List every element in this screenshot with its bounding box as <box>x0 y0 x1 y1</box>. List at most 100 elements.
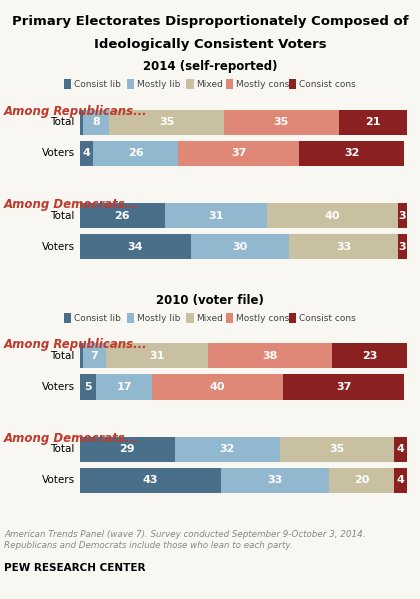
Text: 43: 43 <box>142 476 158 485</box>
Text: Voters: Voters <box>42 149 75 158</box>
Bar <box>83 110 109 135</box>
Bar <box>280 437 394 462</box>
Text: Among Republicans...: Among Republicans... <box>4 338 148 352</box>
Bar <box>299 141 404 166</box>
Bar <box>226 313 233 323</box>
Text: Mostly lib: Mostly lib <box>137 313 181 323</box>
Text: 33: 33 <box>336 242 351 252</box>
Text: 26: 26 <box>128 149 143 158</box>
Text: Total: Total <box>50 117 75 127</box>
Text: Voters: Voters <box>42 476 75 485</box>
Text: Primary Electorates Disproportionately Composed of: Primary Electorates Disproportionately C… <box>12 15 408 28</box>
Bar <box>64 80 71 89</box>
Text: 3: 3 <box>399 211 406 220</box>
Bar <box>332 343 407 368</box>
Bar <box>394 468 407 493</box>
Text: 17: 17 <box>116 382 132 392</box>
Text: PEW RESEARCH CENTER: PEW RESEARCH CENTER <box>4 563 146 573</box>
Bar <box>220 468 329 493</box>
Text: Total: Total <box>50 211 75 220</box>
Bar <box>329 468 394 493</box>
Text: 31: 31 <box>149 351 165 361</box>
Text: 35: 35 <box>329 444 344 454</box>
Text: Consist cons: Consist cons <box>299 313 356 323</box>
Text: American Trends Panel (wave 7). Survey conducted September 9-October 3, 2014.
Re: American Trends Panel (wave 7). Survey c… <box>4 530 366 549</box>
Bar <box>80 468 220 493</box>
Bar <box>267 203 398 228</box>
Text: 2010 (voter file): 2010 (voter file) <box>156 294 264 307</box>
Text: 38: 38 <box>262 351 278 361</box>
Bar <box>224 110 339 135</box>
Bar <box>80 374 96 400</box>
Text: 23: 23 <box>362 351 378 361</box>
Bar <box>289 313 296 323</box>
Bar <box>175 437 280 462</box>
Text: Among Republicans...: Among Republicans... <box>4 105 148 118</box>
Text: 37: 37 <box>336 382 351 392</box>
Bar <box>186 313 194 323</box>
Text: 20: 20 <box>354 476 369 485</box>
Text: 21: 21 <box>365 117 381 127</box>
Text: 40: 40 <box>210 382 225 392</box>
Bar <box>186 80 194 89</box>
Text: 4: 4 <box>82 149 90 158</box>
Bar <box>394 437 407 462</box>
Bar <box>96 374 152 400</box>
Text: 30: 30 <box>233 242 248 252</box>
Text: Total: Total <box>50 351 75 361</box>
Bar <box>289 80 296 89</box>
Text: 32: 32 <box>344 149 360 158</box>
Text: Among Democrats...: Among Democrats... <box>4 198 139 211</box>
Bar <box>80 437 175 462</box>
Bar <box>80 343 83 368</box>
Text: 26: 26 <box>115 211 130 220</box>
Text: 4: 4 <box>397 476 405 485</box>
Bar <box>93 141 178 166</box>
Text: 32: 32 <box>220 444 235 454</box>
Text: 37: 37 <box>231 149 247 158</box>
Text: Mostly lib: Mostly lib <box>137 80 181 89</box>
Text: Among Democrats...: Among Democrats... <box>4 432 139 445</box>
Text: Consist lib: Consist lib <box>74 80 121 89</box>
Bar <box>178 141 299 166</box>
Bar <box>109 110 224 135</box>
Text: Ideologically Consistent Voters: Ideologically Consistent Voters <box>94 38 326 51</box>
Text: 31: 31 <box>208 211 223 220</box>
Text: 7: 7 <box>91 351 98 361</box>
Text: 29: 29 <box>119 444 135 454</box>
Bar <box>191 234 289 259</box>
Bar <box>80 110 83 135</box>
Text: 8: 8 <box>92 117 100 127</box>
Text: 4: 4 <box>397 444 405 454</box>
Bar <box>64 313 71 323</box>
Bar <box>83 343 106 368</box>
Bar <box>80 234 191 259</box>
Text: Mostly cons: Mostly cons <box>236 80 289 89</box>
Text: 3: 3 <box>399 242 406 252</box>
Bar <box>339 110 407 135</box>
Text: Consist cons: Consist cons <box>299 80 356 89</box>
Text: 33: 33 <box>267 476 282 485</box>
Bar <box>207 343 332 368</box>
Text: Mixed: Mixed <box>197 313 223 323</box>
Text: 35: 35 <box>274 117 289 127</box>
Text: Mixed: Mixed <box>197 80 223 89</box>
Bar <box>127 80 134 89</box>
Text: Consist lib: Consist lib <box>74 313 121 323</box>
Bar <box>226 80 233 89</box>
Text: Voters: Voters <box>42 382 75 392</box>
Text: 35: 35 <box>159 117 174 127</box>
Text: 2014 (self-reported): 2014 (self-reported) <box>143 60 277 74</box>
Bar <box>165 203 267 228</box>
Bar <box>106 343 207 368</box>
Text: 40: 40 <box>324 211 340 220</box>
Bar <box>80 203 165 228</box>
Text: 34: 34 <box>128 242 143 252</box>
Bar <box>152 374 283 400</box>
Bar <box>398 203 407 228</box>
Bar <box>283 374 404 400</box>
Text: 5: 5 <box>84 382 92 392</box>
Bar <box>398 234 407 259</box>
Bar <box>80 141 93 166</box>
Bar <box>289 234 398 259</box>
